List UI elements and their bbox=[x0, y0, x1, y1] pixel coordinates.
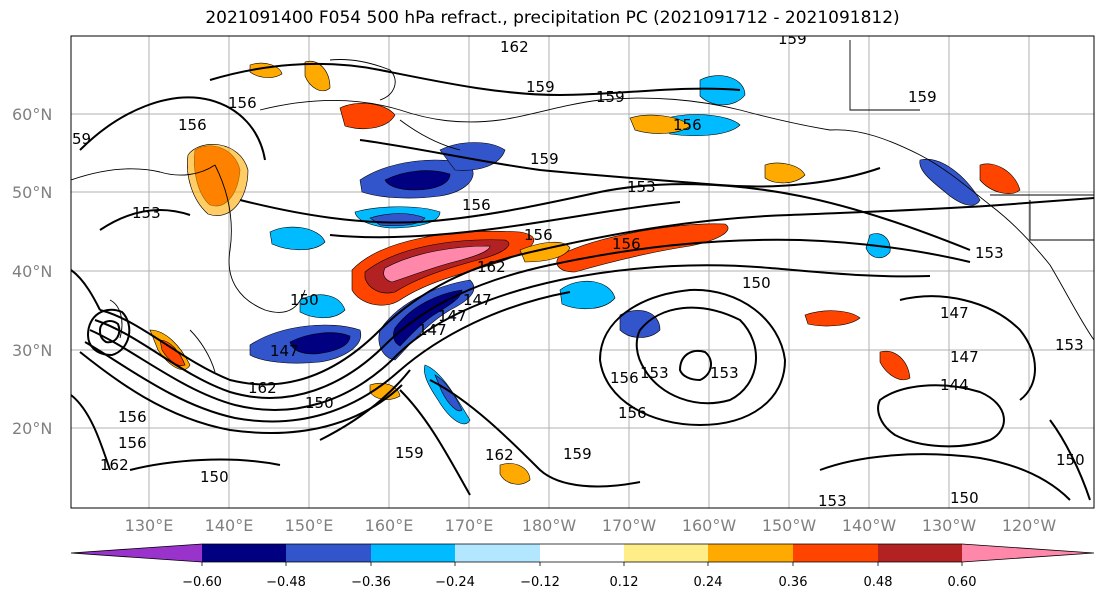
contour-label: 159 bbox=[395, 444, 424, 462]
contour-label: 162 bbox=[500, 38, 529, 56]
map-frame bbox=[70, 35, 1095, 509]
contour-label: 156 bbox=[178, 116, 207, 134]
contour-label: 147 bbox=[418, 321, 447, 339]
contour-label: 147 bbox=[940, 304, 969, 322]
contour-label: 153 bbox=[1055, 336, 1084, 354]
contour-label: 150 bbox=[305, 394, 334, 412]
colorbar-segment bbox=[202, 544, 286, 562]
colorbar-label: 0.48 bbox=[864, 575, 893, 590]
colorbar-label: 0.12 bbox=[610, 575, 639, 590]
contour-label: 159 bbox=[778, 30, 807, 48]
contour-label: 144 bbox=[940, 376, 969, 394]
lat-label: 60°N bbox=[12, 105, 52, 124]
contour-label: 159 bbox=[526, 78, 555, 96]
shading-band-east bbox=[556, 223, 729, 273]
lon-label: 160°W bbox=[682, 516, 737, 535]
contour-label: 150 bbox=[950, 489, 979, 507]
contour-label: 153 bbox=[640, 364, 669, 382]
latitude-labels: 60°N 50°N 40°N 30°N 20°N bbox=[12, 105, 52, 438]
contour-label: 153 bbox=[132, 204, 161, 222]
contour-label: 156 bbox=[462, 196, 491, 214]
contour-label: 153 bbox=[710, 364, 739, 382]
lon-label: 130°E bbox=[125, 516, 174, 535]
contour-label: 162 bbox=[485, 446, 514, 464]
contour-label: 150 bbox=[1056, 451, 1085, 469]
lon-label: 130°W bbox=[922, 516, 977, 535]
contour-label: 159 bbox=[596, 88, 625, 106]
colorbar-segment bbox=[540, 544, 624, 562]
lon-label: 150°E bbox=[285, 516, 334, 535]
contour-label: 156 bbox=[618, 404, 647, 422]
contour-label: 150 bbox=[200, 468, 229, 486]
contour-label: 59 bbox=[72, 130, 91, 148]
colorbar-label: −0.48 bbox=[266, 575, 306, 590]
contour-label: 162 bbox=[100, 456, 129, 474]
colorbar-segment bbox=[962, 544, 1094, 562]
lon-label: 140°E bbox=[205, 516, 254, 535]
colorbar-segment bbox=[793, 544, 878, 562]
lat-label: 30°N bbox=[12, 341, 52, 360]
contour-label: 162 bbox=[477, 258, 506, 276]
colorbar bbox=[70, 543, 1095, 566]
contour-label: 147 bbox=[950, 348, 979, 366]
contour-label: 153 bbox=[627, 178, 656, 196]
contour-label: 156 bbox=[118, 434, 147, 452]
lon-label: 180°W bbox=[522, 516, 577, 535]
contour-labels: 162 159 159 159 156 159 156 156 153 159 … bbox=[72, 30, 1085, 510]
colorbar-label: 0.24 bbox=[694, 575, 723, 590]
colorbar-label: −0.36 bbox=[351, 575, 391, 590]
contour-label: 156 bbox=[610, 369, 639, 387]
lon-label: 170°E bbox=[445, 516, 494, 535]
colorbar-segment bbox=[624, 544, 708, 562]
coastlines bbox=[71, 40, 1094, 373]
contour-label: 153 bbox=[818, 492, 847, 510]
map-area bbox=[71, 36, 1094, 508]
lon-label: 150°W bbox=[762, 516, 817, 535]
refractivity-contours bbox=[71, 62, 1094, 501]
contour-label: 159 bbox=[563, 445, 592, 463]
contour-label: 156 bbox=[524, 226, 553, 244]
contour-label: 150 bbox=[742, 274, 771, 292]
contour-label: 156 bbox=[673, 116, 702, 134]
contour-label: 156 bbox=[118, 408, 147, 426]
lon-label: 120°W bbox=[1002, 516, 1057, 535]
lat-label: 20°N bbox=[12, 419, 52, 438]
colorbar-label: −0.12 bbox=[520, 575, 560, 590]
colorbar-label: −0.24 bbox=[435, 575, 475, 590]
lon-label: 140°W bbox=[842, 516, 897, 535]
shading bbox=[149, 60, 1021, 485]
lon-label: 160°E bbox=[365, 516, 414, 535]
lon-label: 170°W bbox=[602, 516, 657, 535]
contour-label: 150 bbox=[290, 291, 319, 309]
colorbar-segment bbox=[371, 544, 455, 562]
colorbar-label: 0.60 bbox=[948, 575, 977, 590]
shading-band-pos-peak bbox=[383, 245, 491, 283]
longitude-labels: 130°E 140°E 150°E 160°E 170°E 180°W 170°… bbox=[125, 516, 1057, 535]
colorbar-segment bbox=[71, 544, 202, 562]
contour-label: 147 bbox=[463, 291, 492, 309]
contour-label: 153 bbox=[975, 244, 1004, 262]
colorbar-labels: −0.60 −0.48 −0.36 −0.24 −0.12 0.12 0.24 … bbox=[182, 575, 976, 590]
lat-label: 40°N bbox=[12, 262, 52, 281]
colorbar-label: 0.36 bbox=[779, 575, 808, 590]
colorbar-label: −0.60 bbox=[182, 575, 222, 590]
colorbar-segment bbox=[708, 544, 793, 562]
colorbar-segment bbox=[455, 544, 540, 562]
contour-label: 162 bbox=[248, 379, 277, 397]
contour-label: 159 bbox=[530, 150, 559, 168]
lat-label: 50°N bbox=[12, 183, 52, 202]
contour-label: 147 bbox=[438, 307, 467, 325]
colorbar-segment bbox=[286, 544, 371, 562]
contour-label: 156 bbox=[228, 94, 257, 112]
contour-label: 159 bbox=[908, 88, 937, 106]
map-title: 2021091400 F054 500 hPa refract., precip… bbox=[205, 8, 900, 28]
contour-label: 156 bbox=[612, 235, 641, 253]
contour-label: 147 bbox=[270, 342, 299, 360]
colorbar-segment bbox=[878, 544, 962, 562]
